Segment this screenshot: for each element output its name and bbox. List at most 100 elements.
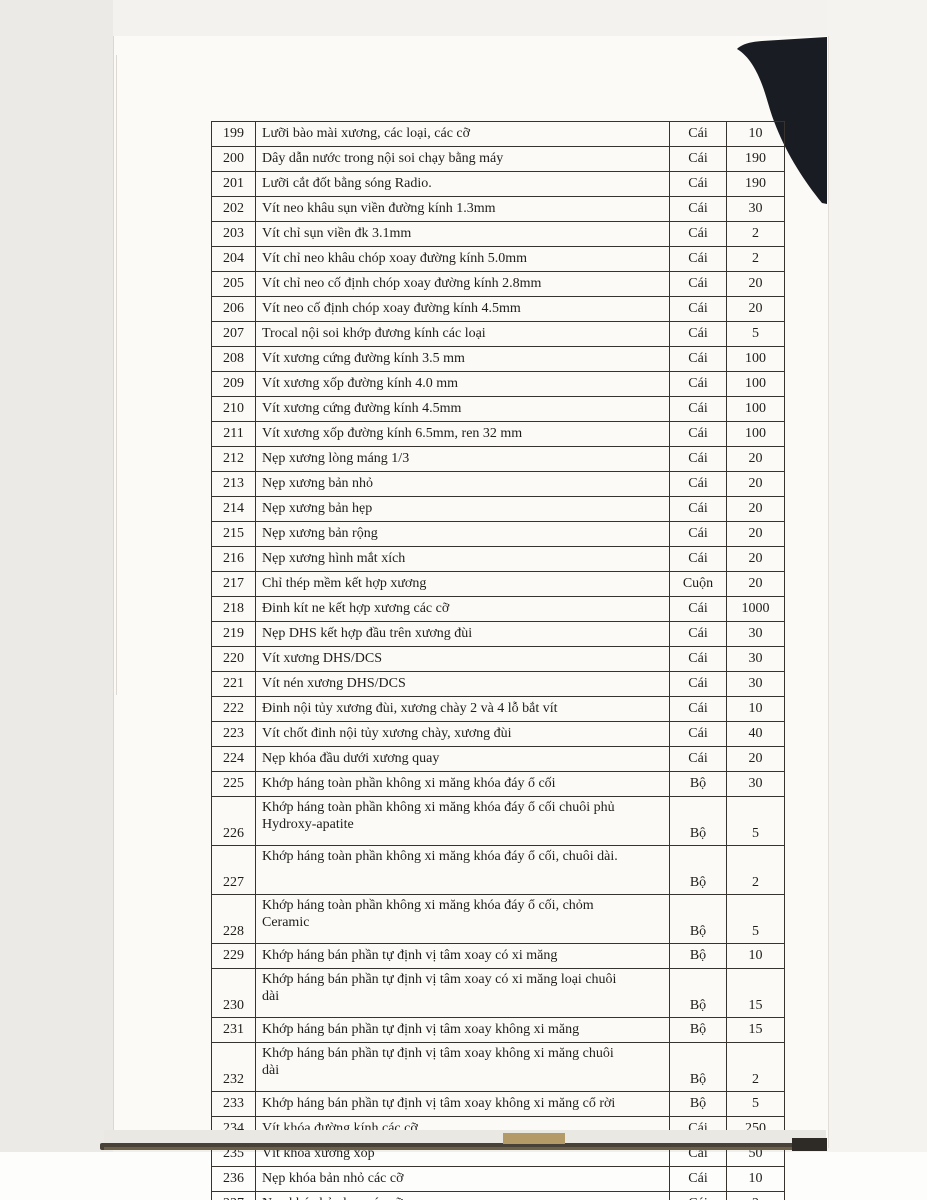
unit-cell: Cái — [669, 221, 727, 247]
table-row: 228 Khớp háng toàn phần không xi măng kh… — [211, 894, 785, 944]
row-number-cell: 232 — [211, 1042, 256, 1092]
description-cell: Khớp háng bán phần tự định vị tâm xoay k… — [255, 1042, 670, 1092]
table-row: 217 Chỉ thép mềm kết hợp xương Cuộn 20 — [211, 571, 785, 597]
quantity-cell: 100 — [726, 396, 785, 422]
description-cell: Vít xương xốp đường kính 4.0 mm — [255, 371, 670, 397]
row-number-cell: 213 — [211, 471, 256, 497]
row-number-cell: 217 — [211, 571, 256, 597]
unit-cell: Cái — [669, 696, 727, 722]
description-cell: Đinh kít ne kết hợp xương các cỡ — [255, 596, 670, 622]
table-row: 208 Vít xương cứng đường kính 3.5 mm Cái… — [211, 346, 785, 372]
unit-cell: Cuộn — [669, 571, 727, 597]
table-row: 222 Đinh nội tủy xương đùi, xương chày 2… — [211, 696, 785, 722]
description-cell: Khớp háng bán phần tự định vị tâm xoay k… — [255, 1017, 670, 1043]
page-bottom-edge-dark-blob — [792, 1138, 827, 1151]
table-row: 218 Đinh kít ne kết hợp xương các cỡ Cái… — [211, 596, 785, 622]
row-number-cell: 204 — [211, 246, 256, 272]
page-bottom-edge-tan-line — [104, 1147, 804, 1150]
unit-cell: Bộ — [669, 1042, 727, 1092]
description-cell: Nẹp xương bản rộng — [255, 521, 670, 547]
quantity-cell: 20 — [726, 471, 785, 497]
table-row: 220 Vít xương DHS/DCS Cái 30 — [211, 646, 785, 672]
row-number-cell: 228 — [211, 894, 256, 944]
unit-cell: Cái — [669, 671, 727, 697]
row-number-cell: 205 — [211, 271, 256, 297]
quantity-cell: 20 — [726, 571, 785, 597]
unit-cell: Cái — [669, 246, 727, 272]
unit-cell: Cái — [669, 121, 727, 147]
unit-cell: Cái — [669, 721, 727, 747]
table-row: 199 Lưỡi bào mài xương, các loại, các cỡ… — [211, 121, 785, 147]
row-number-cell: 224 — [211, 746, 256, 772]
table-row: 233 Khớp háng bán phần tự định vị tâm xo… — [211, 1091, 785, 1117]
description-cell: Vít xương xốp đường kính 6.5mm, ren 32 m… — [255, 421, 670, 447]
description-cell: Vít nén xương DHS/DCS — [255, 671, 670, 697]
description-cell: Đinh nội tủy xương đùi, xương chày 2 và … — [255, 696, 670, 722]
quantity-cell: 1000 — [726, 596, 785, 622]
row-number-cell: 219 — [211, 621, 256, 647]
description-cell: Nẹp khóa đầu dưới xương quay — [255, 746, 670, 772]
table-row: 221 Vít nén xương DHS/DCS Cái 30 — [211, 671, 785, 697]
table-row: 215 Nẹp xương bản rộng Cái 20 — [211, 521, 785, 547]
quantity-cell: 30 — [726, 646, 785, 672]
description-cell: Vít xương cứng đường kính 3.5 mm — [255, 346, 670, 372]
unit-cell: Cái — [669, 471, 727, 497]
unit-cell: Bộ — [669, 894, 727, 944]
row-number-cell: 208 — [211, 346, 256, 372]
row-number-cell: 212 — [211, 446, 256, 472]
table-row: 226 Khớp háng toàn phần không xi măng kh… — [211, 796, 785, 846]
supply-table: 199 Lưỡi bào mài xương, các loại, các cỡ… — [211, 121, 785, 1200]
description-cell: Nẹp khóa bản hẹp các cỡ — [255, 1191, 670, 1200]
unit-cell: Cái — [669, 496, 727, 522]
description-cell: Vít chỉ sụn viền đk 3.1mm — [255, 221, 670, 247]
quantity-cell: 20 — [726, 746, 785, 772]
table-row: 204 Vít chỉ neo khâu chóp xoay đường kín… — [211, 246, 785, 272]
description-cell: Vít chỉ neo khâu chóp xoay đường kính 5.… — [255, 246, 670, 272]
unit-cell: Cái — [669, 421, 727, 447]
description-cell: Lưỡi cắt đốt bằng sóng Radio. — [255, 171, 670, 197]
row-number-cell: 209 — [211, 371, 256, 397]
unit-cell: Cái — [669, 746, 727, 772]
table-row: 231 Khớp háng bán phần tự định vị tâm xo… — [211, 1017, 785, 1043]
row-number-cell: 199 — [211, 121, 256, 147]
description-cell: Khớp háng bán phần tự định vị tâm xoay c… — [255, 943, 670, 969]
unit-cell: Bộ — [669, 943, 727, 969]
row-number-cell: 218 — [211, 596, 256, 622]
unit-cell: Cái — [669, 346, 727, 372]
quantity-cell: 190 — [726, 146, 785, 172]
unit-cell: Cái — [669, 271, 727, 297]
row-number-cell: 221 — [211, 671, 256, 697]
table-row: 219 Nẹp DHS kết hợp đầu trên xương đùi C… — [211, 621, 785, 647]
quantity-cell: 30 — [726, 196, 785, 222]
quantity-cell: 5 — [726, 321, 785, 347]
quantity-cell: 30 — [726, 621, 785, 647]
unit-cell: Cái — [669, 296, 727, 322]
unit-cell: Cái — [669, 171, 727, 197]
description-cell: Khớp háng toàn phần không xi măng khóa đ… — [255, 845, 670, 895]
quantity-cell: 20 — [726, 546, 785, 572]
row-number-cell: 201 — [211, 171, 256, 197]
table-row: 223 Vít chốt đinh nội tủy xương chày, xư… — [211, 721, 785, 747]
paper-fold-line — [116, 55, 117, 695]
unit-cell: Bộ — [669, 968, 727, 1018]
table-row: 225 Khớp háng toàn phần không xi măng kh… — [211, 771, 785, 797]
description-cell: Dây dẫn nước trong nội soi chạy bằng máy — [255, 146, 670, 172]
quantity-cell: 30 — [726, 771, 785, 797]
quantity-cell: 2 — [726, 246, 785, 272]
description-cell: Lưỡi bào mài xương, các loại, các cỡ — [255, 121, 670, 147]
quantity-cell: 5 — [726, 894, 785, 944]
table-row: 230 Khớp háng bán phần tự định vị tâm xo… — [211, 968, 785, 1018]
unit-cell: Bộ — [669, 796, 727, 846]
table-row: 224 Nẹp khóa đầu dưới xương quay Cái 20 — [211, 746, 785, 772]
quantity-cell: 5 — [726, 796, 785, 846]
description-cell: Vít neo khâu sụn viền đường kính 1.3mm — [255, 196, 670, 222]
unit-cell: Bộ — [669, 771, 727, 797]
scan-background-right — [827, 0, 927, 1152]
row-number-cell: 207 — [211, 321, 256, 347]
row-number-cell: 202 — [211, 196, 256, 222]
table-row: 201 Lưỡi cắt đốt bằng sóng Radio. Cái 19… — [211, 171, 785, 197]
unit-cell: Bộ — [669, 1091, 727, 1117]
unit-cell: Cái — [669, 646, 727, 672]
quantity-cell: 10 — [726, 943, 785, 969]
quantity-cell: 2 — [726, 221, 785, 247]
